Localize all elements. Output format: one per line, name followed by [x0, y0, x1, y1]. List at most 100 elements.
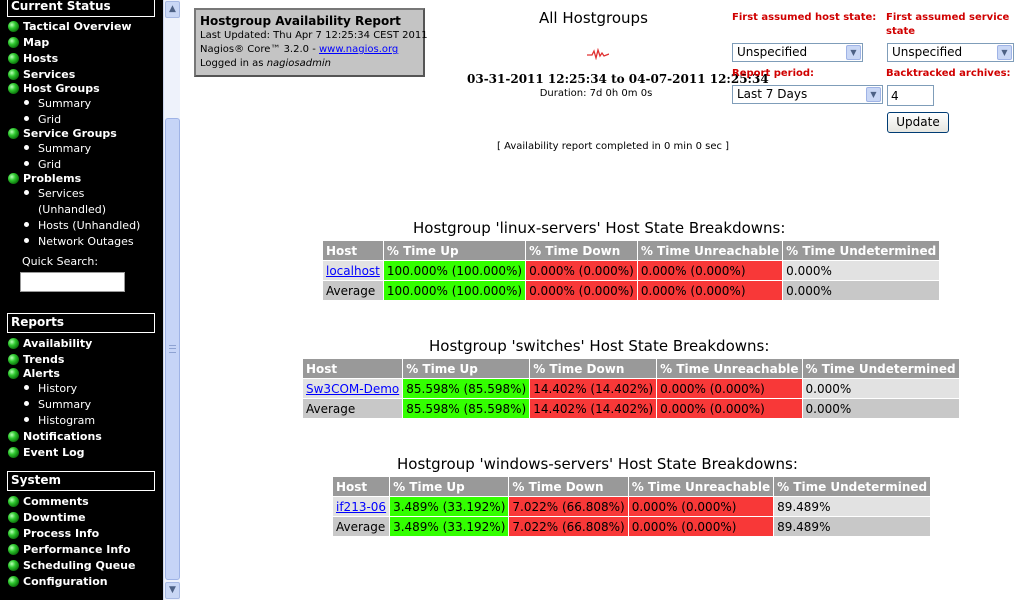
nav-alerts-history[interactable]: History — [24, 382, 77, 397]
host-link[interactable]: localhost — [326, 263, 380, 278]
nav-scheduling-queue[interactable]: Scheduling Queue — [8, 559, 135, 575]
grip-icon — [169, 345, 176, 353]
nav-process-info[interactable]: Process Info — [8, 527, 99, 543]
nav-service-groups-grid[interactable]: Grid — [24, 158, 61, 173]
nav-label: Downtime — [23, 511, 86, 524]
nav-downtime[interactable]: Downtime — [8, 511, 86, 527]
nav-services[interactable]: Services — [8, 68, 75, 84]
status-bullet-icon — [8, 496, 19, 507]
column-header-down: % Time Down — [509, 477, 628, 496]
host-cell: if213-06 — [333, 497, 390, 516]
nav-configuration[interactable]: Configuration — [8, 575, 108, 591]
sidebar-scrollbar[interactable]: ▲ ▼ — [163, 0, 180, 600]
host-link[interactable]: if213-06 — [336, 499, 387, 514]
backtracked-archives-input[interactable] — [887, 85, 934, 106]
column-header-unreachable: % Time Unreachable — [628, 477, 774, 496]
nav-sub-label: Network Outages — [38, 235, 134, 248]
nav-label: Scheduling Queue — [23, 559, 136, 572]
report-info-box: Hostgroup Availability Report Last Updat… — [194, 8, 428, 77]
nav-service-groups[interactable]: Service Groups — [8, 127, 117, 143]
nav-network-outages[interactable]: Network Outages — [24, 235, 134, 250]
nav-sub-label: Summary — [38, 97, 92, 110]
status-bullet-icon — [8, 576, 19, 587]
nav-performance-info[interactable]: Performance Info — [8, 543, 131, 559]
status-bullet-icon — [8, 37, 19, 48]
nav-sub-label: Histogram — [38, 414, 96, 427]
nav-service-groups-summary[interactable]: Summary — [24, 142, 91, 157]
column-header-up: % Time Up — [390, 477, 509, 496]
nav-label: Service Groups — [23, 127, 117, 140]
bullet-dot-icon — [24, 385, 29, 390]
report-period-select[interactable]: Last 7 Days ▼ — [732, 85, 883, 104]
chevron-down-icon: ▼ — [997, 45, 1012, 60]
status-bullet-icon — [8, 431, 19, 442]
nav-label: Performance Info — [23, 543, 131, 556]
update-button[interactable]: Update — [887, 112, 949, 133]
time-undetermined-cell: 89.489% — [774, 497, 931, 516]
system-header: System — [7, 471, 155, 491]
host-link[interactable]: Sw3COM-Demo — [306, 381, 400, 396]
time-down-cell: 14.402% (14.402%) — [530, 399, 657, 418]
last-updated: Last Updated: Thu Apr 7 12:25:34 CEST 20… — [200, 30, 428, 41]
time-down-cell: 7.022% (66.808%) — [509, 497, 628, 516]
host-cell: Sw3COM-Demo — [303, 379, 403, 398]
nav-label: Comments — [23, 495, 89, 508]
nav-alerts-histogram[interactable]: Histogram — [24, 414, 95, 429]
first-host-state-select[interactable]: Unspecified ▼ — [732, 43, 863, 62]
nav-host-groups-grid[interactable]: Grid — [24, 113, 61, 128]
nav-tactical-overview[interactable]: Tactical Overview — [8, 20, 132, 36]
first-service-state-label: First assumed service state — [886, 12, 1010, 37]
switches-table: Host % Time Up % Time Down % Time Unreac… — [302, 358, 960, 419]
bullet-dot-icon — [24, 401, 29, 406]
bullet-dot-icon — [24, 145, 29, 150]
status-bullet-icon — [8, 53, 19, 64]
nav-label: Event Log — [23, 446, 85, 459]
table-header-row: Host % Time Up % Time Down % Time Unreac… — [303, 359, 959, 378]
nav-label: Alerts — [23, 367, 60, 380]
nav-sub-label: Hosts (Unhandled) — [38, 219, 141, 232]
nav-host-groups[interactable]: Host Groups — [8, 82, 100, 98]
nav-trends[interactable]: Trends — [8, 353, 64, 369]
nav-label: Services — [23, 68, 76, 81]
group-title-switches: Hostgroup 'switches' Host State Breakdow… — [429, 337, 770, 355]
nav-problems-hosts-unhandled[interactable]: Hosts (Unhandled) — [24, 219, 140, 234]
scroll-thumb[interactable] — [165, 118, 180, 580]
trend-icon[interactable] — [587, 48, 609, 60]
linux-servers-table: Host % Time Up % Time Down % Time Unreac… — [322, 240, 940, 301]
nav-event-log[interactable]: Event Log — [8, 446, 85, 462]
reports-header: Reports — [7, 313, 155, 333]
nav-problems[interactable]: Problems — [8, 172, 81, 188]
nav-alerts[interactable]: Alerts — [8, 367, 60, 383]
nav-map[interactable]: Map — [8, 36, 49, 52]
nav-sub-label: Grid — [38, 113, 62, 126]
chevron-down-icon: ▼ — [846, 45, 861, 60]
status-bullet-icon — [8, 447, 19, 458]
select-value: Unspecified — [737, 45, 808, 59]
average-label: Average — [323, 281, 383, 300]
nav-host-groups-summary[interactable]: Summary — [24, 97, 91, 112]
nav-alerts-summary[interactable]: Summary — [24, 398, 91, 413]
quick-search-input[interactable] — [20, 272, 125, 292]
report-duration: Duration: 7d 0h 0m 0s — [539, 88, 653, 99]
nav-availability[interactable]: Availability — [8, 337, 92, 353]
nav-notifications[interactable]: Notifications — [8, 430, 102, 446]
nav-problems-services-unhandled[interactable]: (Unhandled) — [38, 203, 107, 216]
select-value: Last 7 Days — [737, 87, 808, 101]
nav-sub-label: Grid — [38, 158, 62, 171]
status-bullet-icon — [8, 368, 19, 379]
nav-problems-services[interactable]: Services — [24, 187, 84, 202]
nav-label: Problems — [23, 172, 82, 185]
host-cell: localhost — [323, 261, 383, 280]
table-row-average: Average 85.598% (85.598%) 14.402% (14.40… — [303, 399, 959, 418]
nagios-link[interactable]: www.nagios.org — [318, 44, 399, 55]
nav-comments[interactable]: Comments — [8, 495, 89, 511]
nav-hosts[interactable]: Hosts — [8, 52, 58, 68]
column-header-host: Host — [333, 477, 390, 496]
status-bullet-icon — [8, 528, 19, 539]
time-undetermined-cell: 89.489% — [774, 517, 931, 536]
scroll-up-icon[interactable]: ▲ — [165, 1, 180, 18]
column-header-down: % Time Down — [526, 241, 637, 260]
scroll-down-icon[interactable]: ▼ — [165, 582, 180, 599]
first-service-state-select[interactable]: Unspecified ▼ — [887, 43, 1014, 62]
status-bullet-icon — [8, 560, 19, 571]
